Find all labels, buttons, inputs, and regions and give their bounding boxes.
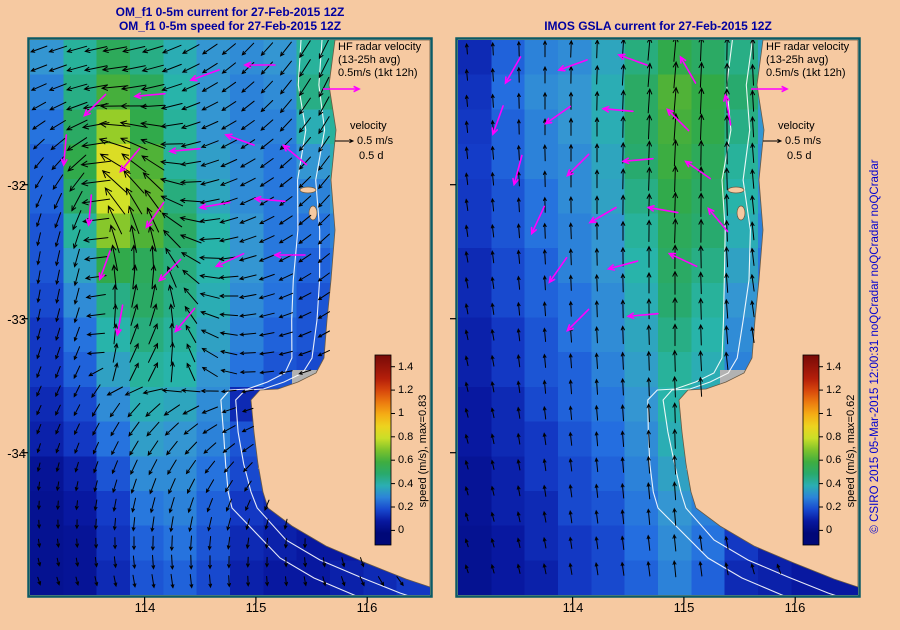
attribution-text: © CSIRO 2015 05-Mar-2015 12:00:31 noQCra… bbox=[869, 159, 881, 534]
colorbar-tick-label: 1.2 bbox=[826, 384, 842, 397]
colorbar bbox=[374, 354, 392, 546]
x-axis-label: 114 bbox=[562, 600, 584, 615]
velocity-scale-time: 0.5 d bbox=[787, 150, 812, 162]
current-vectors bbox=[464, 40, 782, 578]
panel-right-title: IMOS GSLA current for 27-Feb-2015 12Z bbox=[544, 19, 772, 33]
colorbar-label-left: speed (m/s), max=0.83 bbox=[417, 394, 429, 508]
map-panel-right bbox=[458, 40, 858, 595]
velocity-legend-label: velocity bbox=[778, 120, 815, 132]
y-axis-label: -33 bbox=[7, 312, 26, 327]
colorbar-tick-label: 0 bbox=[826, 524, 833, 537]
bathymetry-contour bbox=[235, 40, 408, 595]
x-axis-label: 115 bbox=[673, 600, 695, 615]
colorbar-tick-label: 0.2 bbox=[826, 501, 842, 513]
island bbox=[727, 186, 745, 194]
velocity-scale-value: 0.5 m/s bbox=[785, 135, 822, 147]
axis-ticks bbox=[450, 184, 796, 603]
colorbar-tick-label: 0.8 bbox=[398, 430, 414, 443]
colorbar-tick-label: 0 bbox=[398, 524, 405, 537]
hf-legend-line1: HF radar velocity bbox=[338, 41, 422, 53]
x-axis-label: 114 bbox=[134, 600, 156, 615]
colorbar-tick-label: 0.4 bbox=[826, 477, 842, 490]
colorbar-tick-label: 1.2 bbox=[398, 384, 414, 397]
velocity-scale-time: 0.5 d bbox=[359, 150, 384, 162]
hf-radar-vectors bbox=[60, 61, 308, 337]
panel-left-title-line1: OM_f1 0-5m current for 27-Feb-2015 12Z bbox=[115, 5, 345, 19]
hf-legend-line2: (13-25h avg) bbox=[338, 54, 401, 66]
colorbar-tick-label: 0.2 bbox=[398, 501, 414, 513]
velocity-legend-label: velocity bbox=[350, 120, 387, 132]
panel-border bbox=[455, 37, 861, 598]
island bbox=[299, 186, 317, 194]
island bbox=[308, 205, 318, 221]
hf-legend-line3: 0.5m/s (1kt 12h) bbox=[338, 67, 418, 79]
hf-legend-line2: (13-25h avg) bbox=[766, 54, 829, 66]
colorbar-tick-label: 1.4 bbox=[826, 360, 842, 373]
y-axis-label: -34 bbox=[7, 446, 26, 461]
colorbar-tick-label: 0.4 bbox=[398, 477, 414, 490]
hf-legend-line1: HF radar velocity bbox=[766, 41, 850, 53]
hf-scale-arrow bbox=[323, 85, 361, 93]
hf-scale-arrow bbox=[751, 85, 789, 93]
hf-radar-vectors bbox=[491, 53, 732, 332]
colorbar-tick-label: 1.4 bbox=[398, 360, 414, 373]
bathymetry-contour bbox=[220, 40, 356, 595]
colorbar bbox=[802, 354, 820, 546]
axis-ticks bbox=[22, 184, 368, 603]
colorbar-tick-label: 0.6 bbox=[398, 454, 414, 467]
bathymetry-contour bbox=[662, 40, 836, 595]
colorbar-tick-label: 1 bbox=[398, 407, 405, 420]
velocity-scale-arrow bbox=[763, 138, 783, 144]
bathymetry-contour bbox=[647, 40, 784, 595]
y-axis-label: -32 bbox=[7, 178, 26, 193]
x-axis-label: 116 bbox=[356, 600, 378, 615]
panel-left-title-line2: OM_f1 0-5m speed for 27-Feb-2015 12Z bbox=[118, 19, 342, 33]
colorbar-tick-label: 0.6 bbox=[826, 454, 842, 467]
map-panel-left bbox=[30, 40, 430, 595]
current-vectors bbox=[30, 40, 404, 589]
colorbar-label-right: speed (m/s), max=0.62 bbox=[845, 394, 857, 508]
velocity-scale-value: 0.5 m/s bbox=[357, 135, 394, 147]
hf-legend-line3: 0.5m/s (1kt 12h) bbox=[766, 67, 846, 79]
x-axis-label: 115 bbox=[245, 600, 267, 615]
x-axis-label: 116 bbox=[784, 600, 806, 615]
velocity-scale-arrow bbox=[335, 138, 355, 144]
island bbox=[736, 205, 746, 221]
colorbar-tick-label: 0.8 bbox=[826, 430, 842, 443]
panel-border bbox=[27, 37, 433, 598]
colorbar-tick-label: 1 bbox=[826, 407, 833, 420]
